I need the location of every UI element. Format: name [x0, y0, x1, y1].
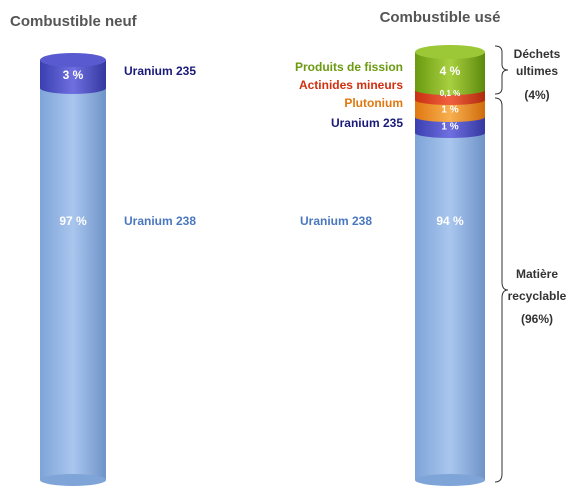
- percent: 1 %: [441, 122, 458, 133]
- label: Actinides mineurs: [299, 78, 403, 92]
- group-label: (96%): [521, 312, 553, 326]
- group-label: Matière: [516, 267, 558, 281]
- cylinder: [415, 45, 485, 486]
- percent: 3 %: [63, 68, 84, 82]
- percent: 0,1 %: [440, 89, 460, 98]
- group-label: (4%): [524, 88, 549, 102]
- label: Uranium 238: [124, 214, 196, 228]
- group-label: ultimes: [516, 64, 558, 78]
- label: Uranium 235: [124, 64, 196, 78]
- label: Uranium 235: [331, 116, 403, 130]
- percent: 1 %: [441, 105, 458, 116]
- cylinder: [40, 53, 106, 486]
- group-label: recyclable: [508, 289, 567, 303]
- bracket: [494, 97, 509, 483]
- percent: 94 %: [436, 214, 464, 228]
- title: Combustible usé: [380, 9, 501, 26]
- label: Uranium 238: [300, 214, 372, 228]
- bracket: [494, 45, 509, 95]
- group-label: Déchets: [514, 47, 561, 61]
- title: Combustible neuf: [10, 13, 138, 30]
- percent: 97 %: [59, 214, 87, 228]
- percent: 4 %: [440, 64, 461, 78]
- label: Plutonium: [344, 96, 403, 110]
- label: Produits de fission: [295, 60, 403, 74]
